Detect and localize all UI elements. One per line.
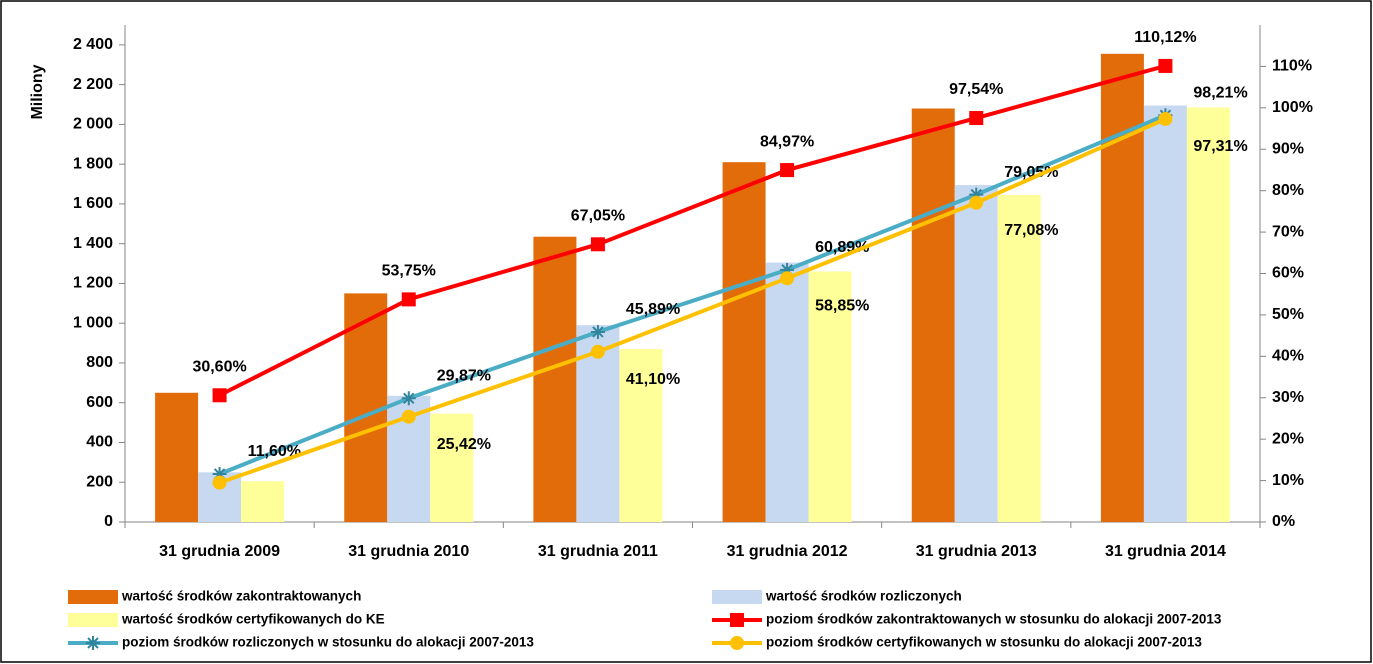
y-tick-label: 600 <box>86 394 113 411</box>
y2-tick-label: 110% <box>1272 58 1312 75</box>
bar <box>533 236 577 523</box>
marker <box>780 163 795 178</box>
y-tick-label: 1 600 <box>73 195 113 212</box>
y-tick-label: 2 400 <box>73 36 113 53</box>
data-label: 58,85% <box>815 297 869 314</box>
y-tick-label: 200 <box>86 473 113 490</box>
marker <box>401 409 416 424</box>
marker <box>969 111 984 126</box>
x-tick-label: 31 grudnia 2010 <box>348 543 469 560</box>
legend-label: wartość środków certyfikowanych do KE <box>121 612 385 627</box>
data-label: 97,31% <box>1193 138 1247 155</box>
data-label: 25,42% <box>437 436 491 453</box>
data-label: 77,08% <box>1004 222 1058 239</box>
marker <box>590 324 605 339</box>
y-tick-label: 1 800 <box>73 155 113 172</box>
data-label: 30,60% <box>192 358 246 375</box>
y2-tick-label: 50% <box>1272 306 1304 323</box>
bar <box>722 162 766 522</box>
legend-swatch <box>68 613 118 627</box>
line <box>218 117 1167 485</box>
y2-tick-label: 20% <box>1272 430 1304 447</box>
y2-tick-label: 40% <box>1272 348 1304 365</box>
legend-swatch <box>712 590 762 604</box>
bar <box>954 185 998 522</box>
legend-label: wartość środków rozliczonych <box>765 589 962 604</box>
legend-marker <box>730 636 744 650</box>
y2-tick-label: 0% <box>1272 513 1295 530</box>
marker <box>212 475 227 490</box>
y-tick-label: 1 400 <box>73 235 113 252</box>
x-tick-label: 31 grudnia 2014 <box>1105 543 1226 560</box>
line <box>218 63 1166 398</box>
bar <box>911 108 955 522</box>
bar <box>241 481 285 522</box>
legend-label: poziom środków certyfikowanych w stosunk… <box>766 635 1202 650</box>
marker <box>590 344 605 359</box>
y-axis-label: Miliony <box>29 64 46 119</box>
y-tick-label: 400 <box>86 434 113 451</box>
line <box>218 113 1167 476</box>
x-tick-label: 31 grudnia 2012 <box>727 543 848 560</box>
data-label: 11,60% <box>248 443 301 460</box>
y-tick-label: 1 000 <box>73 314 113 331</box>
data-label: 67,05% <box>571 208 625 225</box>
marker <box>780 262 795 277</box>
marker <box>1158 111 1173 126</box>
marker <box>212 388 227 403</box>
bar <box>808 271 852 522</box>
x-tick-label: 31 grudnia 2009 <box>159 543 280 560</box>
y2-tick-label: 100% <box>1272 99 1313 116</box>
marker <box>401 391 416 406</box>
data-label: 79,05% <box>1004 164 1058 181</box>
data-label: 29,87% <box>437 368 491 385</box>
y2-tick-label: 30% <box>1272 389 1304 406</box>
data-label: 97,54% <box>949 81 1003 98</box>
legend-marker <box>730 613 744 627</box>
legend-label: poziom środków zakontraktowanych w stosu… <box>766 612 1222 627</box>
data-label: 98,21% <box>1193 84 1247 101</box>
bar <box>430 413 474 522</box>
legend-marker <box>86 636 100 650</box>
bar <box>619 349 663 522</box>
data-label: 45,89% <box>626 301 680 318</box>
data-label: 84,97% <box>760 133 814 150</box>
data-label: 110,12% <box>1134 29 1196 46</box>
bar <box>1186 107 1230 522</box>
y-tick-label: 0 <box>104 513 113 530</box>
y2-tick-label: 10% <box>1272 472 1304 489</box>
marker <box>1158 58 1173 73</box>
marker <box>590 237 605 252</box>
y2-tick-label: 70% <box>1272 223 1304 240</box>
y-tick-label: 1 200 <box>73 275 113 292</box>
y2-tick-label: 60% <box>1272 265 1304 282</box>
y-tick-label: 800 <box>86 354 113 371</box>
y2-tick-label: 90% <box>1272 140 1304 157</box>
marker <box>780 271 795 286</box>
marker <box>401 292 416 307</box>
bar <box>1143 105 1187 522</box>
marker <box>969 195 984 210</box>
legend-swatch <box>68 590 118 604</box>
marker <box>212 466 227 481</box>
x-tick-label: 31 grudnia 2013 <box>916 543 1037 560</box>
y-tick-label: 2 000 <box>73 116 113 133</box>
y-tick-label: 2 200 <box>73 76 113 93</box>
marker <box>969 187 984 202</box>
legend-label: poziom środków rozliczonych w stosunku d… <box>122 635 534 650</box>
data-label: 41,10% <box>626 371 680 388</box>
y2-tick-label: 80% <box>1272 182 1304 199</box>
legend-label: wartość środków zakontraktowanych <box>121 589 361 604</box>
bar <box>765 262 809 522</box>
bar <box>155 392 199 522</box>
x-tick-label: 31 grudnia 2011 <box>538 543 658 560</box>
data-label: 53,75% <box>382 263 436 280</box>
bar <box>1100 53 1144 523</box>
bar <box>997 194 1041 522</box>
